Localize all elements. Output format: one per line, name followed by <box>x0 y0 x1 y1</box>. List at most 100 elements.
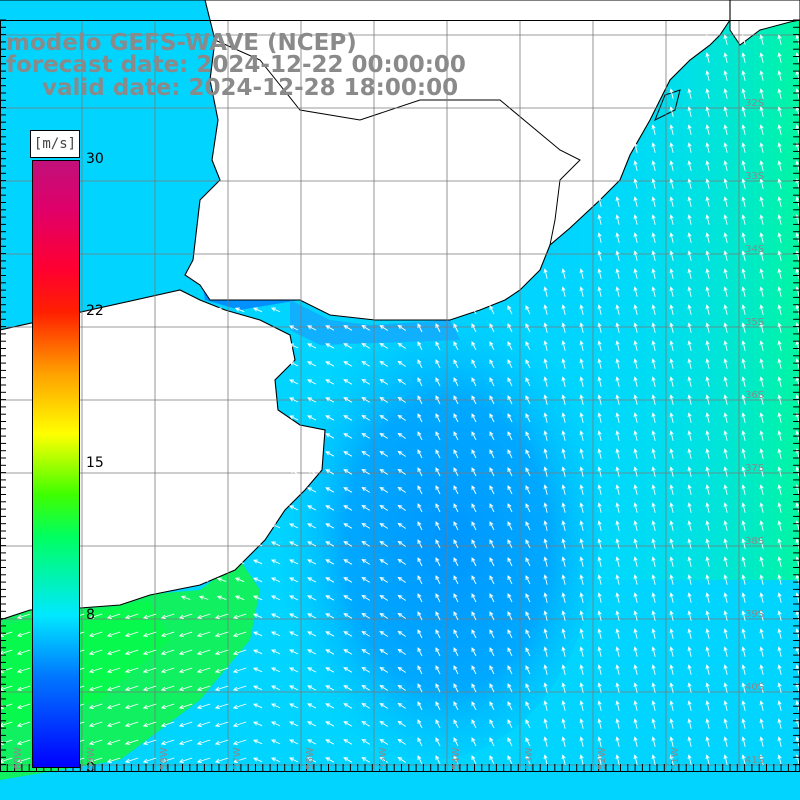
wind-arrow <box>160 631 175 638</box>
wind-arrow <box>669 340 674 351</box>
wind-arrow <box>633 196 638 207</box>
wind-arrow <box>741 520 746 531</box>
wind-arrow <box>88 667 103 674</box>
wind-arrow <box>777 376 782 387</box>
wind-arrow <box>669 106 674 117</box>
border-line <box>214 39 581 246</box>
wind-arrow <box>705 34 710 45</box>
wind-arrow <box>471 413 477 423</box>
wind-arrow <box>741 250 746 261</box>
wind-arrow <box>723 70 728 81</box>
wind-arrow <box>379 612 389 619</box>
wind-arrow <box>88 685 103 692</box>
wind-arrow <box>361 469 371 475</box>
wind-arrow <box>705 448 710 459</box>
wind-arrow <box>453 359 459 369</box>
wind-arrow <box>633 214 638 225</box>
wind-arrow <box>525 359 531 369</box>
wind-arrow <box>561 736 566 747</box>
wind-arrow <box>507 503 513 513</box>
wind-arrow <box>435 575 441 585</box>
wind-arrow <box>252 757 263 763</box>
wind-arrow <box>160 613 175 620</box>
wind-arrow <box>232 613 247 620</box>
wind-arrow <box>633 466 638 477</box>
wind-arrow <box>379 684 389 691</box>
wind-arrow <box>417 755 423 765</box>
wind-arrow <box>453 647 459 657</box>
wind-arrow <box>687 718 692 729</box>
wind-arrow <box>543 574 548 585</box>
wind-arrow <box>669 196 674 207</box>
wind-arrow <box>417 521 423 531</box>
wind-arrow <box>489 701 495 711</box>
wind-arrow <box>216 577 227 583</box>
wind-arrow <box>543 520 548 531</box>
wind-arrow <box>435 485 441 495</box>
wind-arrow <box>453 413 459 423</box>
wind-arrow <box>270 595 281 601</box>
wind-arrow <box>307 397 317 403</box>
wind-arrow <box>543 394 548 405</box>
wind-arrow <box>543 646 548 657</box>
wind-arrow <box>397 468 406 475</box>
wind-arrow <box>579 502 584 513</box>
wind-arrow <box>633 736 638 747</box>
wind-arrow <box>777 520 782 531</box>
wind-arrow <box>669 556 674 567</box>
wind-arrow <box>741 682 746 693</box>
wind-arrow <box>343 325 353 331</box>
wind-arrow <box>417 539 423 549</box>
wind-arrow <box>669 214 674 225</box>
wind-arrow <box>633 250 638 261</box>
wind-arrow <box>453 395 459 405</box>
wind-arrow <box>579 304 584 315</box>
longitude-label: 58W <box>159 747 170 770</box>
wind-arrow <box>759 448 764 459</box>
wind-arrow <box>651 646 656 657</box>
wind-arrow <box>289 757 299 763</box>
wind-arrow <box>417 431 423 441</box>
wind-arrow <box>525 755 531 765</box>
wind-arrow <box>705 394 710 405</box>
wind-arrow <box>579 610 584 621</box>
wind-arrow <box>687 250 692 261</box>
wind-arrow <box>252 613 263 619</box>
wind-arrow <box>795 628 800 639</box>
wind-arrow <box>723 556 728 567</box>
wind-arrow <box>597 556 602 567</box>
wind-arrow <box>379 486 389 493</box>
wind-arrow <box>723 628 728 639</box>
wind-arrow <box>307 487 317 493</box>
wind-arrow <box>0 631 13 638</box>
wind-arrow <box>579 538 584 549</box>
wind-arrow <box>397 576 406 583</box>
wind-arrow <box>561 304 566 315</box>
wind-arrow <box>361 649 371 655</box>
wind-arrow <box>106 649 121 656</box>
wind-arrow <box>669 178 674 189</box>
wind-arrow <box>361 343 371 349</box>
wind-arrow <box>361 397 371 403</box>
wind-arrow <box>561 394 566 405</box>
wind-arrow <box>579 592 584 603</box>
wind-arrow <box>579 574 584 585</box>
wind-arrow <box>525 431 531 441</box>
wind-arrow <box>777 502 782 513</box>
wind-arrow <box>741 214 746 225</box>
wind-arrow <box>723 718 728 729</box>
wind-arrow <box>160 721 175 728</box>
wind-arrow <box>307 415 317 421</box>
wind-arrow <box>307 613 317 619</box>
wind-arrow <box>633 124 638 135</box>
wind-arrow <box>741 376 746 387</box>
wind-arrow <box>270 721 281 727</box>
wind-arrow <box>723 88 728 99</box>
wind-arrow <box>777 700 782 711</box>
wind-arrow <box>507 449 513 459</box>
wind-arrow <box>88 613 103 620</box>
wind-arrow <box>525 539 531 549</box>
wind-arrow <box>705 214 710 225</box>
wind-arrow <box>669 592 674 603</box>
